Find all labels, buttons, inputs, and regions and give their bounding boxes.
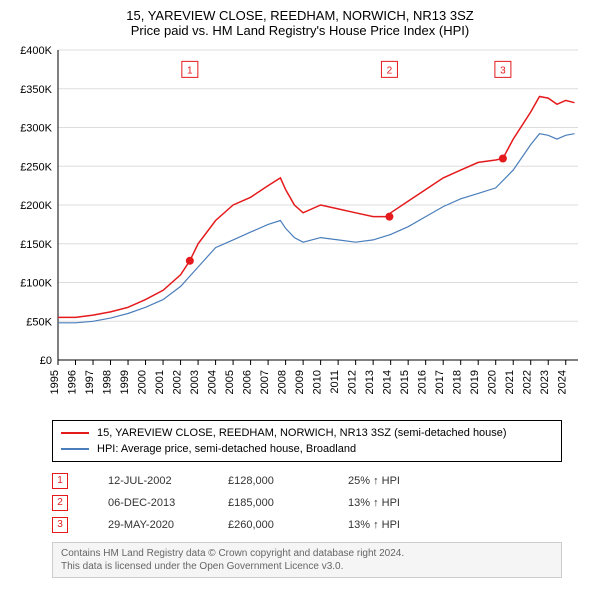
title-address: 15, YAREVIEW CLOSE, REEDHAM, NORWICH, NR… <box>10 8 590 23</box>
svg-text:2002: 2002 <box>172 370 184 394</box>
svg-text:3: 3 <box>500 65 506 76</box>
svg-text:2013: 2013 <box>364 370 376 394</box>
marker-delta-3: 13% ↑ HPI <box>348 519 468 531</box>
svg-text:2003: 2003 <box>189 370 201 394</box>
marker-table: 1 12-JUL-2002 £128,000 25% ↑ HPI 2 06-DE… <box>52 470 590 536</box>
svg-text:2020: 2020 <box>487 370 499 394</box>
chart-container: 15, YAREVIEW CLOSE, REEDHAM, NORWICH, NR… <box>0 0 600 586</box>
svg-text:1997: 1997 <box>84 370 96 394</box>
svg-text:1998: 1998 <box>102 370 114 394</box>
marker-price-1: £128,000 <box>228 475 348 487</box>
svg-text:£200K: £200K <box>20 200 52 212</box>
marker-box-1: 1 <box>52 473 68 489</box>
svg-text:£50K: £50K <box>26 316 52 328</box>
footer-line2: This data is licensed under the Open Gov… <box>61 560 553 573</box>
svg-text:2: 2 <box>387 65 393 76</box>
svg-text:2010: 2010 <box>312 370 324 394</box>
marker-price-2: £185,000 <box>228 497 348 509</box>
marker-row-3: 3 29-MAY-2020 £260,000 13% ↑ HPI <box>52 514 590 536</box>
svg-text:2019: 2019 <box>469 370 481 394</box>
svg-text:2008: 2008 <box>277 370 289 394</box>
svg-text:2009: 2009 <box>294 370 306 394</box>
footer-attribution: Contains HM Land Registry data © Crown c… <box>52 542 562 578</box>
legend-item-property: 15, YAREVIEW CLOSE, REEDHAM, NORWICH, NR… <box>61 425 553 441</box>
marker-date-1: 12-JUL-2002 <box>108 475 228 487</box>
svg-text:1996: 1996 <box>67 370 79 394</box>
marker-delta-2: 13% ↑ HPI <box>348 497 468 509</box>
svg-text:2023: 2023 <box>539 370 551 394</box>
footer-line1: Contains HM Land Registry data © Crown c… <box>61 547 553 560</box>
marker-row-2: 2 06-DEC-2013 £185,000 13% ↑ HPI <box>52 492 590 514</box>
svg-text:1999: 1999 <box>119 370 131 394</box>
svg-text:2018: 2018 <box>452 370 464 394</box>
svg-text:2001: 2001 <box>154 370 166 394</box>
legend-label-property: 15, YAREVIEW CLOSE, REEDHAM, NORWICH, NR… <box>97 427 507 439</box>
svg-text:2005: 2005 <box>224 370 236 394</box>
legend-item-hpi: HPI: Average price, semi-detached house,… <box>61 441 553 457</box>
line-chart-svg: £0 £50K £100K £150K £200K £250K £300K £350K £400… <box>10 44 590 414</box>
marker-date-3: 29-MAY-2020 <box>108 519 228 531</box>
svg-text:1: 1 <box>187 65 193 76</box>
marker-date-2: 06-DEC-2013 <box>108 497 228 509</box>
marker-delta-1: 25% ↑ HPI <box>348 475 468 487</box>
svg-text:£250K: £250K <box>20 161 52 173</box>
svg-text:2014: 2014 <box>382 370 394 394</box>
svg-text:2016: 2016 <box>417 370 429 394</box>
svg-text:2004: 2004 <box>207 370 219 394</box>
legend-label-hpi: HPI: Average price, semi-detached house,… <box>97 443 356 455</box>
svg-text:1995: 1995 <box>49 370 61 394</box>
legend-swatch-hpi <box>61 448 89 450</box>
svg-text:£400K: £400K <box>20 45 52 57</box>
svg-text:2000: 2000 <box>137 370 149 394</box>
svg-text:£0: £0 <box>40 355 52 367</box>
svg-text:2022: 2022 <box>522 370 534 394</box>
chart-area: £0 £50K £100K £150K £200K £250K £300K £350K £400… <box>10 44 590 414</box>
marker-row-1: 1 12-JUL-2002 £128,000 25% ↑ HPI <box>52 470 590 492</box>
svg-text:£300K: £300K <box>20 123 52 135</box>
svg-text:2012: 2012 <box>347 370 359 394</box>
svg-text:2007: 2007 <box>259 370 271 394</box>
svg-text:2024: 2024 <box>557 370 569 394</box>
marker-price-3: £260,000 <box>228 519 348 531</box>
title-subtitle: Price paid vs. HM Land Registry's House … <box>10 23 590 38</box>
svg-text:2021: 2021 <box>504 370 516 394</box>
svg-text:2011: 2011 <box>329 370 341 394</box>
marker-box-3: 3 <box>52 517 68 533</box>
legend-swatch-property <box>61 432 89 434</box>
svg-text:£150K: £150K <box>20 239 52 251</box>
svg-text:£350K: £350K <box>20 84 52 96</box>
svg-text:2017: 2017 <box>434 370 446 394</box>
marker-box-2: 2 <box>52 495 68 511</box>
svg-text:2015: 2015 <box>399 370 411 394</box>
title-block: 15, YAREVIEW CLOSE, REEDHAM, NORWICH, NR… <box>10 8 590 38</box>
svg-text:2006: 2006 <box>242 370 254 394</box>
svg-text:£100K: £100K <box>20 278 52 290</box>
legend-box: 15, YAREVIEW CLOSE, REEDHAM, NORWICH, NR… <box>52 420 562 462</box>
